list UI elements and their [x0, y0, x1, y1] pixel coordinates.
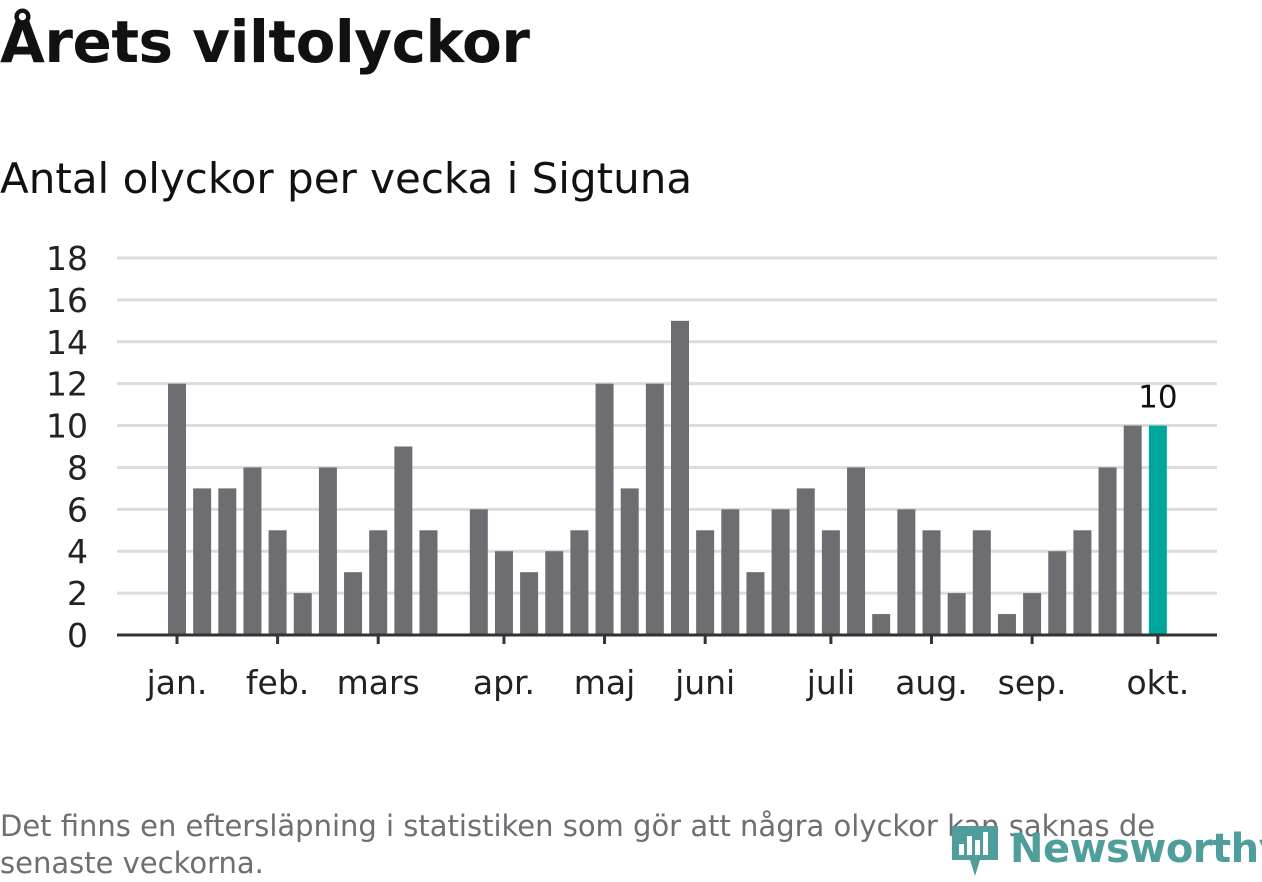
x-tick-label: okt. — [1126, 663, 1189, 702]
bar — [318, 467, 337, 635]
bar — [645, 383, 664, 635]
chart-title: Årets viltolyckor — [0, 8, 530, 76]
bar — [796, 488, 815, 635]
bar — [721, 509, 740, 635]
logo-text: Newsworthy — [1010, 826, 1262, 872]
bar — [469, 509, 488, 635]
x-tick-label: maj — [574, 663, 636, 702]
bar — [1023, 593, 1042, 635]
bar — [696, 530, 715, 635]
y-tick-label: 2 — [67, 574, 88, 613]
y-tick-label: 4 — [67, 532, 88, 571]
chart-subtitle: Antal olyckor per vecka i Sigtuna — [0, 154, 693, 203]
bar — [671, 320, 689, 635]
bar-highlight — [1148, 425, 1167, 635]
x-tick-label: feb. — [246, 663, 309, 702]
bar — [218, 488, 237, 635]
y-tick-label: 14 — [46, 323, 88, 362]
bar — [168, 383, 186, 635]
bar — [545, 551, 564, 635]
bar — [947, 593, 966, 635]
bar — [570, 530, 589, 635]
bar — [897, 509, 916, 635]
bar — [1073, 530, 1092, 635]
bar — [243, 467, 262, 635]
bar — [746, 572, 765, 635]
bar — [847, 467, 866, 635]
x-tick-label: sep. — [998, 663, 1067, 702]
bar — [997, 614, 1016, 635]
bar — [771, 509, 790, 635]
bars — [168, 320, 1167, 635]
bar — [520, 572, 539, 635]
gridlines — [117, 256, 1217, 595]
x-axis-ticks: jan. feb. mars apr. maj juni juli aug. sep. okt. — [146, 635, 1189, 702]
bar — [620, 488, 639, 635]
bar — [494, 551, 513, 635]
x-tick-label: apr. — [473, 663, 535, 702]
newsworthy-logo: Newsworthy — [950, 818, 1262, 880]
bar — [419, 530, 438, 635]
bar — [1123, 425, 1142, 635]
x-tick-label: mars — [337, 663, 420, 702]
y-tick-label: 0 — [67, 616, 88, 655]
x-tick-label: aug. — [895, 663, 968, 702]
bar — [1048, 551, 1067, 635]
y-tick-label: 6 — [67, 490, 88, 529]
bar — [872, 614, 891, 635]
x-tick-label: juni — [674, 663, 735, 702]
bar — [344, 572, 363, 635]
data-label: 10 — [1138, 380, 1177, 416]
bar — [595, 383, 614, 635]
bar — [1098, 467, 1117, 635]
bar — [369, 530, 388, 635]
y-tick-label: 8 — [67, 448, 88, 487]
y-tick-label: 16 — [46, 281, 88, 320]
y-tick-label: 18 — [46, 239, 88, 278]
data-labels: 10 — [1138, 380, 1177, 416]
y-tick-label: 12 — [46, 365, 88, 404]
newsworthy-logo-icon — [952, 826, 998, 876]
bar — [394, 446, 413, 635]
bar — [293, 593, 312, 635]
x-tick-label: jan. — [146, 663, 208, 702]
x-tick-label: juli — [806, 663, 855, 702]
bar — [821, 530, 840, 635]
bar — [972, 530, 991, 635]
y-tick-label: 10 — [46, 407, 88, 446]
bar — [922, 530, 941, 635]
bar — [268, 530, 287, 635]
bar — [193, 488, 212, 635]
